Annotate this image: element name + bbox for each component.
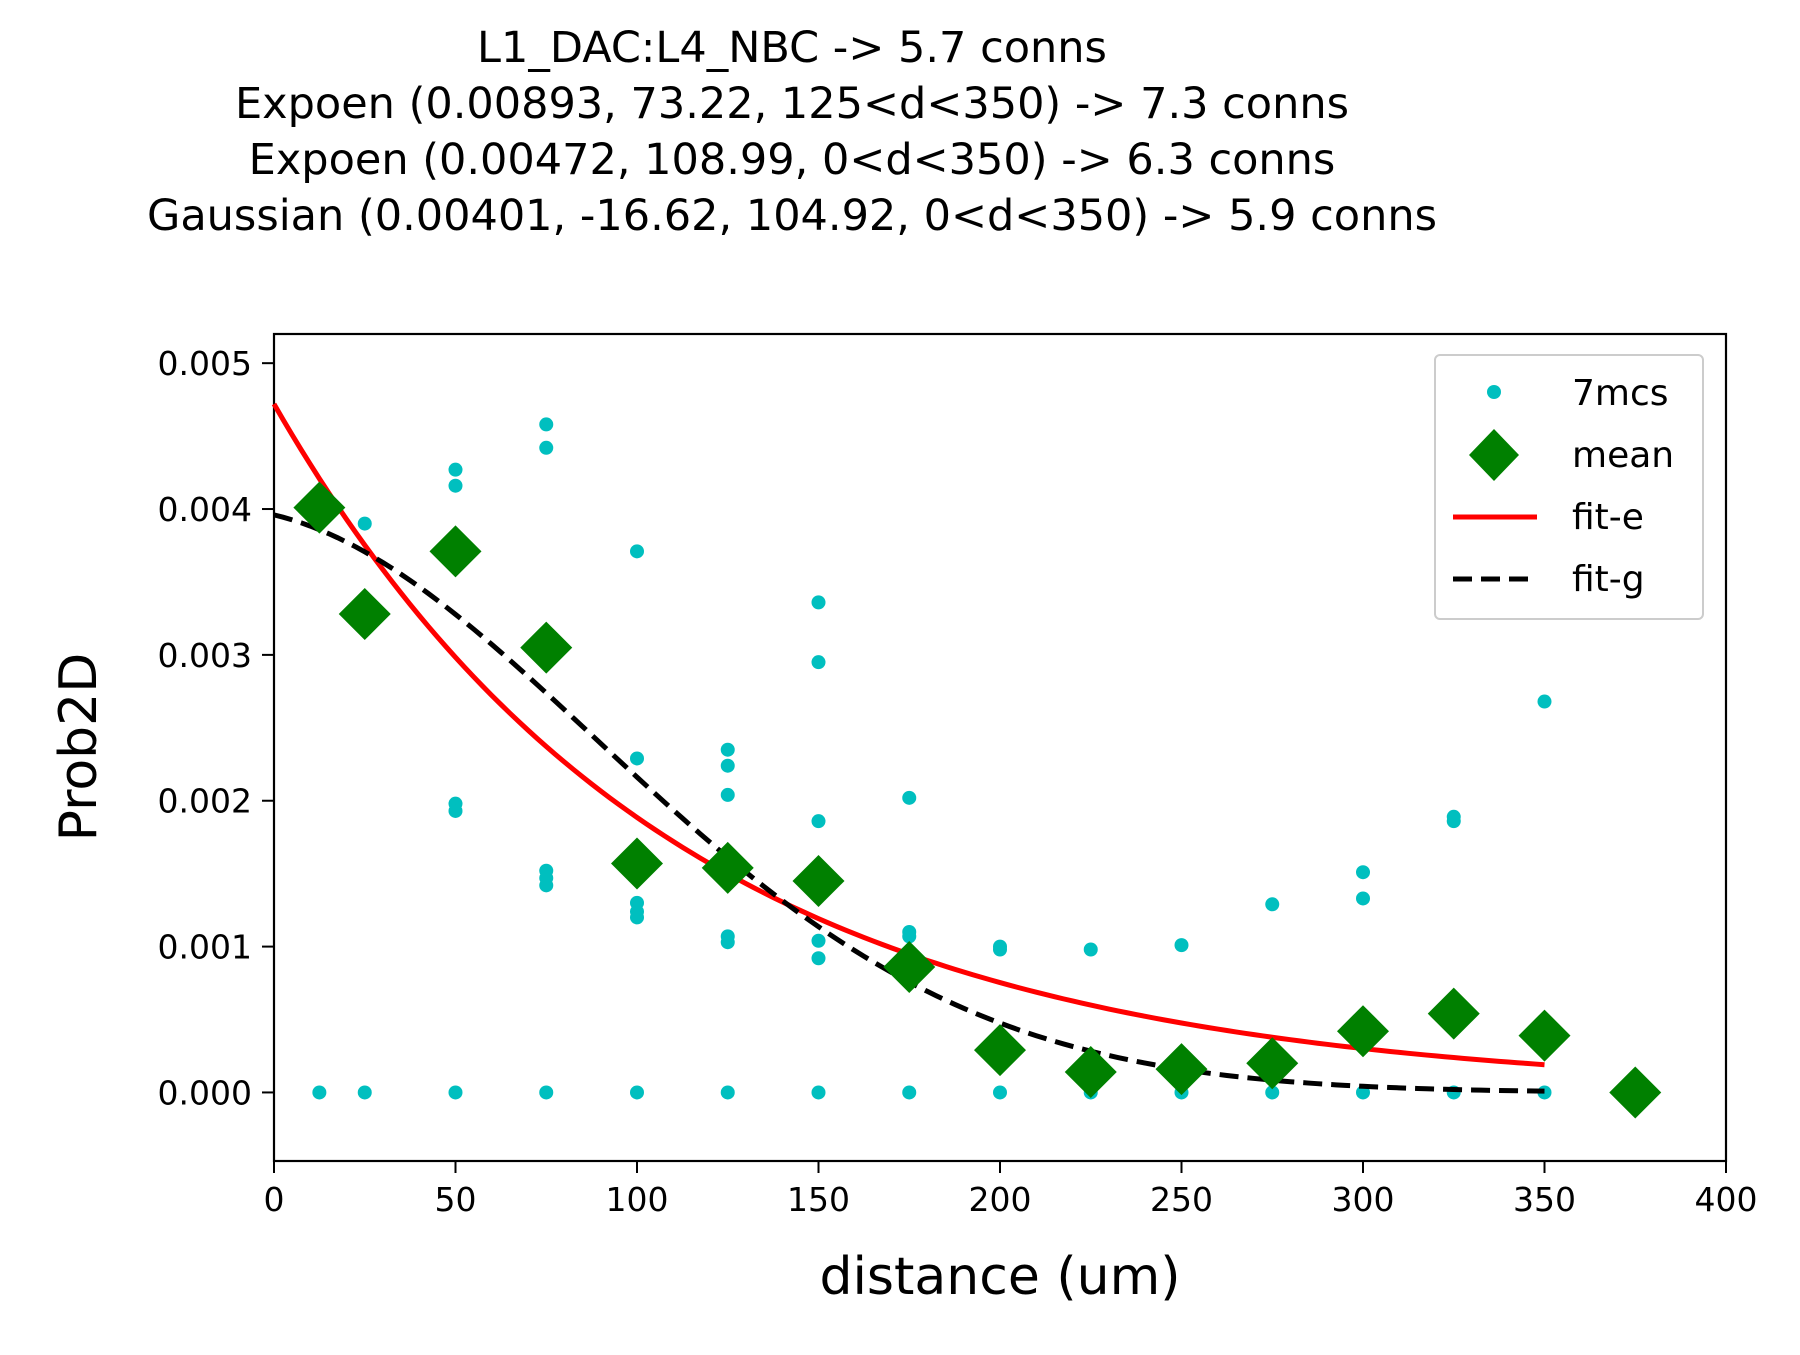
- data-point-7mcs: [448, 803, 463, 818]
- title-line-4: Gaussian (0.00401, -16.62, 104.92, 0<d<3…: [147, 191, 1437, 241]
- data-point-7mcs: [630, 544, 644, 559]
- data-point-7mcs: [993, 942, 1007, 957]
- data-point-7mcs: [1356, 891, 1370, 906]
- data-point-7mcs: [811, 595, 826, 610]
- data-point-7mcs: [448, 462, 463, 477]
- data-point-7mcs: [539, 417, 554, 432]
- data-point-7mcs: [1083, 942, 1098, 957]
- data-point-mean: [611, 837, 663, 890]
- y-tick-label: 0.005: [158, 344, 252, 383]
- x-tick-label: 200: [969, 1180, 1032, 1219]
- data-point-mean: [1246, 1037, 1299, 1090]
- data-point-7mcs: [720, 742, 735, 757]
- data-point-7mcs: [1356, 865, 1370, 880]
- x-tick-label: 400: [1695, 1180, 1758, 1219]
- data-point-7mcs: [1265, 1085, 1280, 1100]
- data-point-7mcs: [720, 1085, 735, 1100]
- data-point-7mcs: [902, 929, 917, 944]
- legend-marker-mean: [1469, 429, 1519, 481]
- data-point-7mcs: [1174, 938, 1189, 953]
- data-point-7mcs: [902, 790, 917, 805]
- x-axis-label: distance (um): [819, 1247, 1180, 1307]
- data-point-7mcs: [312, 1085, 327, 1100]
- data-point-7mcs: [448, 1085, 463, 1100]
- legend: 7mcs mean fit-e fit-g: [1434, 354, 1704, 620]
- data-point-mean: [1155, 1043, 1208, 1096]
- data-point-7mcs: [630, 751, 644, 766]
- x-tick-label: 150: [787, 1180, 850, 1219]
- data-point-mean: [701, 841, 754, 894]
- data-point-7mcs: [1446, 814, 1461, 829]
- data-point-7mcs: [1265, 897, 1280, 912]
- legend-marker-7mcs: [1487, 385, 1501, 399]
- data-point-7mcs: [630, 1085, 644, 1100]
- data-point-7mcs: [720, 787, 735, 802]
- data-point-7mcs: [720, 935, 735, 950]
- data-point-mean: [338, 588, 391, 641]
- data-point-mean: [792, 854, 845, 907]
- legend-frame: [1434, 354, 1704, 620]
- data-point-7mcs: [811, 814, 826, 829]
- y-tick-label: 0.000: [158, 1073, 252, 1112]
- data-point-mean: [883, 941, 936, 994]
- axis-ticks: 0 50 100 150 200 250 300 350 400 0.000 0.001 0.002 0…: [158, 344, 1758, 1219]
- chart-title: L1_DAC:L4_NBC -> 5.7 conns Expoen (0.008…: [147, 23, 1437, 241]
- x-tick-label: 350: [1513, 1180, 1576, 1219]
- y-tick-label: 0.002: [158, 782, 252, 821]
- data-point-7mcs: [448, 478, 463, 493]
- data-point-mean: [520, 621, 573, 674]
- title-line-1: L1_DAC:L4_NBC -> 5.7 conns: [477, 23, 1107, 73]
- data-point-7mcs: [539, 1085, 554, 1100]
- data-point-mean: [1337, 1005, 1389, 1058]
- data-point-7mcs: [1537, 694, 1552, 709]
- data-point-mean: [1064, 1046, 1117, 1099]
- legend-label-7mcs: 7mcs: [1572, 373, 1669, 414]
- data-point-mean: [974, 1024, 1026, 1077]
- title-line-3: Expoen (0.00472, 108.99, 0<d<350) -> 6.3…: [249, 135, 1336, 185]
- y-tick-label: 0.001: [158, 928, 252, 967]
- data-point-mean: [1609, 1066, 1662, 1119]
- plot-data: [271, 402, 1662, 1119]
- data-point-mean: [1427, 987, 1480, 1040]
- x-tick-label: 0: [264, 1180, 285, 1219]
- x-tick-label: 250: [1150, 1180, 1213, 1219]
- data-point-7mcs: [811, 951, 826, 966]
- data-point-7mcs: [902, 1085, 917, 1100]
- data-point-7mcs: [630, 910, 644, 925]
- data-point-mean: [293, 481, 346, 534]
- legend-label-mean: mean: [1572, 435, 1674, 476]
- y-axis-label: Prob2D: [49, 653, 109, 842]
- data-point-7mcs: [720, 758, 735, 773]
- x-tick-label: 100: [606, 1180, 669, 1219]
- title-line-2: Expoen (0.00893, 73.22, 125<d<350) -> 7.…: [235, 79, 1349, 129]
- data-point-7mcs: [357, 516, 372, 531]
- data-point-mean: [429, 525, 482, 578]
- data-point-7mcs: [811, 655, 826, 670]
- data-point-7mcs: [993, 1085, 1007, 1100]
- data-point-7mcs: [811, 1085, 826, 1100]
- x-tick-label: 300: [1332, 1180, 1395, 1219]
- legend-label-fit-g: fit-g: [1572, 559, 1645, 600]
- data-point-7mcs: [811, 933, 826, 948]
- legend-label-fit-e: fit-e: [1572, 497, 1644, 538]
- x-tick-label: 50: [435, 1180, 477, 1219]
- y-tick-label: 0.004: [158, 490, 252, 529]
- data-point-mean: [1518, 1009, 1571, 1062]
- data-point-7mcs: [539, 440, 554, 455]
- data-point-7mcs: [357, 1085, 372, 1100]
- data-point-7mcs: [539, 878, 554, 893]
- y-tick-label: 0.003: [158, 636, 252, 675]
